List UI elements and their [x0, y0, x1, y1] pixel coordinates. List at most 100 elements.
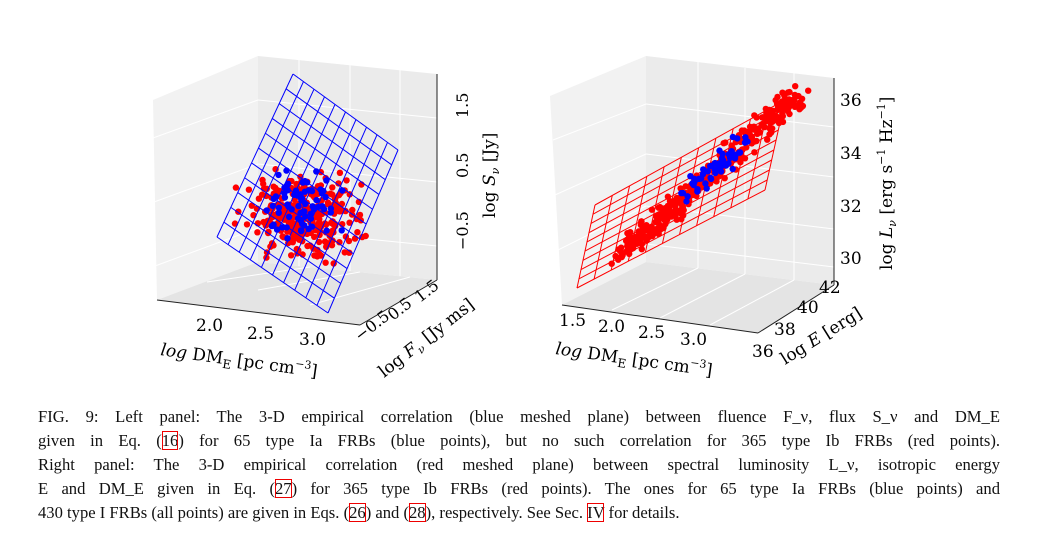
caption-text: ), respectively. See Sec.: [425, 503, 588, 522]
left-mesh-line: [244, 177, 354, 255]
caption-line-5: 430 type I FRBs (all points) are given i…: [38, 501, 1000, 525]
type-ib-point: [329, 218, 336, 225]
type-ib-point: [780, 98, 787, 105]
type-ib-point: [314, 246, 321, 254]
type-ib-point: [753, 114, 760, 121]
left-meshed-plane: [216, 73, 399, 314]
type-ib-point: [751, 149, 758, 156]
type-ib-point: [272, 166, 279, 173]
left-mesh-line: [230, 206, 342, 284]
type-ib-point: [666, 202, 674, 209]
type-ia-point: [285, 213, 293, 220]
left-mesh-line: [216, 236, 329, 314]
right-x-tick-3: 3.0: [680, 330, 707, 350]
type-ib-point: [721, 175, 728, 182]
right-x-axis-line: [561, 304, 759, 334]
type-ia-point: [338, 227, 345, 234]
type-ib-point: [784, 107, 791, 115]
left-x-axis-line: [156, 299, 361, 326]
caption-line-1: FIG. 9: Left panel: The 3-D empirical co…: [38, 407, 1000, 426]
left-scatter-points: [231, 166, 369, 267]
type-ib-point: [755, 125, 762, 132]
type-ib-point: [671, 202, 678, 209]
type-ia-point: [302, 213, 309, 220]
type-ib-point: [805, 87, 812, 94]
type-ib-point: [764, 136, 771, 143]
caption-text: ) for 65 type Ia FRBs (blue points), but…: [178, 431, 1000, 450]
left-z-tick-0: −0.5: [453, 211, 472, 250]
left-mesh-line: [216, 73, 294, 238]
left-floor: [157, 262, 437, 325]
type-ib-point: [642, 233, 649, 240]
type-ib-point: [652, 218, 659, 226]
type-ib-point: [248, 202, 255, 209]
equation-ref-27[interactable]: 27: [274, 479, 292, 498]
type-ia-point: [741, 139, 749, 146]
type-ib-point: [245, 186, 253, 193]
left-x-tick-2: 3.0: [299, 330, 326, 350]
type-ib-point: [612, 252, 619, 260]
type-ib-point: [677, 185, 684, 192]
caption-text: for details.: [604, 503, 680, 522]
type-ib-point: [746, 133, 754, 140]
type-ia-point: [307, 210, 314, 217]
type-ia-point: [297, 217, 305, 224]
type-ia-point: [725, 151, 733, 158]
caption-text: ) for 365 type Ib FRBs (red points). The…: [291, 479, 1000, 498]
type-ia-point: [684, 193, 691, 200]
right-z-tick-2: 34: [840, 144, 862, 164]
right-z-axis-label: log Lν [erg s−1 Hz−1]: [875, 97, 899, 270]
type-ib-point: [623, 248, 630, 255]
type-ia-point: [702, 180, 709, 187]
type-ib-point: [688, 188, 695, 196]
type-ia-point: [320, 205, 328, 213]
type-ib-point: [329, 191, 336, 198]
type-ib-point: [720, 140, 727, 147]
right-y-tick-2: 40: [797, 298, 819, 318]
type-ib-point: [763, 109, 770, 117]
type-ib-point: [628, 245, 635, 252]
caption-text: given in Eq. (: [38, 431, 162, 450]
equation-ref-26[interactable]: 26: [349, 503, 366, 522]
type-ib-point: [679, 206, 686, 213]
type-ib-point: [638, 246, 645, 253]
type-ib-point: [292, 227, 300, 235]
right-x-tick-2: 2.5: [638, 323, 665, 343]
type-ib-point: [343, 177, 350, 184]
type-ib-point: [354, 229, 361, 236]
type-ib-point: [336, 239, 343, 246]
type-ib-point: [779, 118, 787, 126]
right-z-tick-0: 30: [840, 249, 862, 269]
type-ia-point: [711, 159, 719, 167]
type-ib-point: [346, 219, 353, 226]
type-ia-point: [275, 204, 283, 211]
type-ib-point: [792, 83, 799, 90]
left-z-axis-label: log Sν [Jy]: [480, 133, 502, 218]
type-ib-point: [728, 142, 735, 149]
type-ib-point: [754, 130, 761, 137]
figure-9: 2.0 2.5 3.0 −0.5 0.5 1.5 −0.5 0.5 1.5 lo…: [152, 56, 899, 384]
right-mesh-line: [576, 204, 596, 289]
type-ib-point: [713, 178, 720, 185]
left-mesh-line: [249, 96, 325, 261]
right-y-axis-line: [757, 284, 835, 334]
equation-ref-16[interactable]: 16: [161, 431, 179, 450]
type-ib-point: [672, 208, 680, 216]
type-ib-point: [766, 124, 773, 132]
type-ia-point: [284, 235, 291, 242]
type-ib-point: [617, 248, 624, 255]
left-mesh-line: [305, 134, 378, 299]
type-ia-point: [707, 174, 714, 181]
type-ib-point: [359, 233, 366, 241]
type-ib-point: [632, 239, 640, 246]
left-mesh-line: [238, 88, 315, 253]
type-ia-point: [308, 223, 316, 230]
caption-text: ) and (: [365, 503, 409, 522]
type-ib-point: [753, 137, 760, 145]
type-ia-point: [281, 190, 288, 197]
type-ib-point: [637, 227, 645, 235]
section-ref-iv[interactable]: IV: [587, 503, 605, 522]
equation-ref-28[interactable]: 28: [409, 503, 426, 522]
type-ib-point: [796, 106, 803, 113]
right-z-tick-1: 32: [840, 197, 862, 217]
